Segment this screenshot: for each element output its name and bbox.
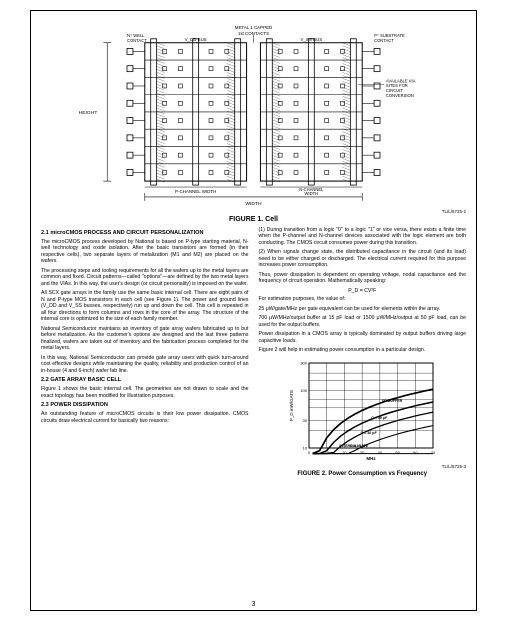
para: Thus, power dissipation is dependent on …	[259, 272, 467, 285]
svg-text:CONVERSION: CONVERSION	[386, 93, 414, 98]
para: In this way, National Semiconductor can …	[41, 355, 249, 375]
svg-text:0: 0	[308, 450, 311, 455]
para: 700 μW/MHz/output buffer at 15 pF load o…	[259, 315, 467, 328]
para: 25 μW/gate/MHz per gate equivalent can b…	[259, 306, 467, 313]
svg-text:V_DD BUS: V_DD BUS	[185, 37, 207, 42]
svg-text:30: 30	[360, 450, 365, 455]
svg-text:MHz: MHz	[367, 456, 377, 461]
svg-text:60: 60	[413, 450, 418, 455]
heading-2-1: 2.1 microCMOS PROCESS AND CIRCUIT PERSON…	[41, 230, 249, 237]
para: The processing steps and tooling require…	[41, 268, 249, 288]
para: Figure 2 will help in estimating power c…	[259, 347, 467, 354]
svg-text:V_SS BUS: V_SS BUS	[300, 37, 322, 42]
para: For estimation purposes, the value of:	[259, 296, 467, 303]
figure-2-caption: FIGURE 2. Power Consumption vs Frequency	[259, 471, 467, 479]
svg-text:C = 30 pF: C = 30 pF	[361, 431, 378, 435]
svg-text:CONTACT: CONTACT	[374, 38, 394, 43]
svg-text:C = 50 pF: C = 50 pF	[371, 416, 388, 420]
svg-text:P_D mW/GATE: P_D mW/GATE	[289, 390, 294, 421]
para: National Semiconductor maintains an inve…	[41, 326, 249, 352]
svg-text:P-CHANNEL WIDTH: P-CHANNEL WIDTH	[175, 189, 216, 194]
svg-text:CONTACT: CONTACT	[127, 38, 147, 43]
svg-text:70: 70	[431, 450, 436, 455]
svg-text:I/O BUFFER: I/O BUFFER	[382, 399, 403, 403]
svg-text:100: 100	[301, 388, 308, 393]
svg-text:300: 300	[301, 360, 308, 365]
svg-text:40: 40	[378, 450, 383, 455]
figure-1: WIDTHHEIGHTMETAL 1 CAPPED1st CONTACTSV_D…	[41, 21, 466, 223]
svg-text:WIDTH: WIDTH	[305, 191, 319, 196]
right-column: (1) During transition from a logic "0" t…	[259, 227, 467, 479]
svg-text:METAL 1 CAPPED: METAL 1 CAPPED	[235, 25, 272, 30]
figure-1-caption: FIGURE 1. Cell	[41, 216, 466, 223]
left-column: 2.1 microCMOS PROCESS AND CIRCUIT PERSON…	[41, 227, 249, 479]
svg-text:HEIGHT: HEIGHT	[79, 110, 98, 116]
svg-text:20: 20	[342, 450, 347, 455]
heading-2-3: 2.3 POWER DISSIPATION	[41, 402, 249, 409]
para: All SCX gate arrays in the family use th…	[41, 290, 249, 323]
svg-text:30: 30	[303, 418, 308, 423]
figure-2-chart: 0102030405060701030100300MHzP_D mW/GATEI…	[287, 357, 437, 462]
body-columns: 2.1 microCMOS PROCESS AND CIRCUIT PERSON…	[41, 227, 466, 479]
para: (1) During transition from a logic "0" t…	[259, 227, 467, 247]
para: The microCMOS process developed by Natio…	[41, 239, 249, 265]
heading-2-2: 2.2 GATE ARRAY BASIC CELL	[41, 377, 249, 384]
svg-text:WIDTH: WIDTH	[245, 201, 262, 207]
para: Power dissipation in a CMOS array is typ…	[259, 331, 467, 344]
figure-1-id: TL/L/5725-2	[41, 209, 466, 214]
cell-diagram: WIDTHHEIGHTMETAL 1 CAPPED1st CONTACTSV_D…	[41, 21, 466, 209]
svg-text:INTERNAL GATE: INTERNAL GATE	[340, 444, 369, 448]
figure-2-id: TL/L/5725-3	[259, 464, 467, 470]
page-number: 3	[31, 601, 476, 608]
para: Figure 1 shows the basic internal cell. …	[41, 386, 249, 399]
para: An outstanding feature of microCMOS circ…	[41, 411, 249, 424]
para: (2) When signals change state, the distr…	[259, 249, 467, 269]
svg-text:10: 10	[303, 445, 308, 450]
svg-text:50: 50	[396, 450, 401, 455]
equation: P_D = CV²F	[259, 288, 467, 295]
